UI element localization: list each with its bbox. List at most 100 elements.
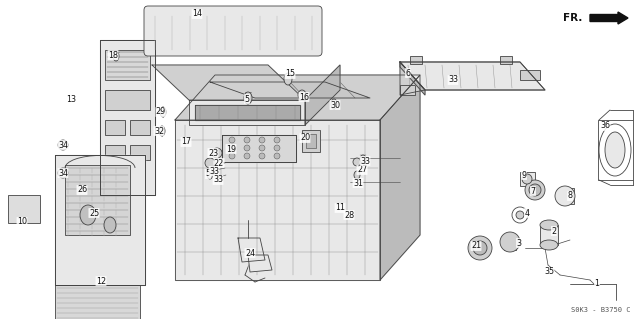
Polygon shape — [400, 62, 425, 95]
Ellipse shape — [525, 180, 545, 200]
Bar — [302, 130, 320, 152]
Text: 27: 27 — [357, 166, 367, 174]
Text: 29: 29 — [156, 108, 166, 116]
Ellipse shape — [522, 174, 532, 184]
Ellipse shape — [58, 140, 68, 150]
Ellipse shape — [104, 217, 116, 233]
Bar — [400, 85, 415, 95]
Ellipse shape — [259, 145, 265, 151]
Text: 14: 14 — [192, 10, 202, 19]
Ellipse shape — [212, 148, 222, 158]
Bar — [105, 120, 125, 135]
Ellipse shape — [284, 73, 292, 85]
Text: 3: 3 — [516, 239, 522, 248]
Text: 34: 34 — [58, 140, 68, 150]
Ellipse shape — [244, 92, 252, 104]
Polygon shape — [189, 100, 305, 125]
Text: 18: 18 — [108, 50, 118, 60]
Text: 13: 13 — [66, 95, 76, 105]
Polygon shape — [400, 62, 545, 90]
Ellipse shape — [473, 241, 487, 255]
Ellipse shape — [229, 137, 235, 143]
Polygon shape — [210, 82, 370, 98]
Bar — [306, 134, 316, 148]
Ellipse shape — [468, 236, 492, 260]
Text: 33: 33 — [209, 167, 219, 175]
Text: 10: 10 — [17, 218, 27, 226]
Ellipse shape — [298, 90, 306, 100]
Ellipse shape — [555, 186, 575, 206]
Ellipse shape — [113, 51, 119, 61]
Text: 22: 22 — [214, 159, 224, 167]
Text: 12: 12 — [96, 277, 106, 286]
FancyArrow shape — [590, 12, 628, 24]
Ellipse shape — [529, 184, 541, 196]
Text: 33: 33 — [448, 76, 458, 85]
Text: 9: 9 — [522, 170, 527, 180]
Polygon shape — [100, 40, 155, 195]
Ellipse shape — [259, 137, 265, 143]
Ellipse shape — [331, 99, 337, 109]
Ellipse shape — [244, 137, 250, 143]
Text: 17: 17 — [181, 137, 191, 146]
Bar — [130, 120, 150, 135]
Bar — [105, 145, 125, 165]
Text: 32: 32 — [154, 127, 164, 136]
Polygon shape — [55, 155, 145, 285]
Ellipse shape — [229, 145, 235, 151]
Bar — [520, 172, 535, 186]
Text: 15: 15 — [285, 70, 295, 78]
Text: 4: 4 — [525, 209, 529, 218]
Ellipse shape — [159, 126, 165, 136]
Bar — [65, 165, 130, 235]
Text: 19: 19 — [226, 145, 236, 153]
Text: 16: 16 — [299, 93, 309, 101]
Bar — [520, 70, 540, 80]
Polygon shape — [175, 75, 420, 120]
Text: 28: 28 — [344, 211, 354, 219]
Ellipse shape — [274, 153, 280, 159]
Text: 30: 30 — [330, 100, 340, 109]
Ellipse shape — [540, 240, 558, 250]
Text: 8: 8 — [568, 191, 573, 201]
Ellipse shape — [540, 220, 558, 230]
Text: 33: 33 — [213, 175, 223, 184]
Ellipse shape — [160, 107, 166, 117]
Ellipse shape — [205, 158, 215, 168]
Ellipse shape — [244, 145, 250, 151]
FancyBboxPatch shape — [144, 6, 322, 56]
Bar — [598, 120, 633, 180]
Bar — [55, 285, 140, 319]
Polygon shape — [148, 10, 318, 52]
Text: FR.: FR. — [563, 13, 582, 23]
Ellipse shape — [516, 211, 524, 219]
Ellipse shape — [274, 145, 280, 151]
Bar — [8, 195, 40, 223]
Polygon shape — [380, 75, 420, 280]
Text: 35: 35 — [544, 268, 554, 277]
Text: 2: 2 — [552, 226, 557, 235]
Ellipse shape — [605, 132, 625, 168]
Ellipse shape — [259, 153, 265, 159]
Text: 5: 5 — [244, 94, 250, 103]
Text: 1: 1 — [595, 278, 600, 287]
Bar — [105, 50, 150, 80]
Text: 5: 5 — [205, 169, 211, 179]
Bar — [500, 56, 512, 64]
Text: 11: 11 — [335, 204, 345, 212]
Text: 33: 33 — [360, 157, 370, 166]
Polygon shape — [400, 62, 425, 95]
Polygon shape — [195, 105, 300, 120]
Ellipse shape — [354, 171, 360, 179]
Text: 36: 36 — [600, 122, 610, 130]
Bar — [540, 225, 558, 245]
Ellipse shape — [80, 205, 96, 225]
Ellipse shape — [500, 232, 520, 252]
Ellipse shape — [360, 155, 366, 163]
Text: 24: 24 — [245, 249, 255, 257]
Text: 7: 7 — [531, 187, 536, 196]
Ellipse shape — [274, 137, 280, 143]
Text: 26: 26 — [77, 186, 87, 195]
Ellipse shape — [353, 158, 361, 166]
Polygon shape — [175, 120, 380, 280]
